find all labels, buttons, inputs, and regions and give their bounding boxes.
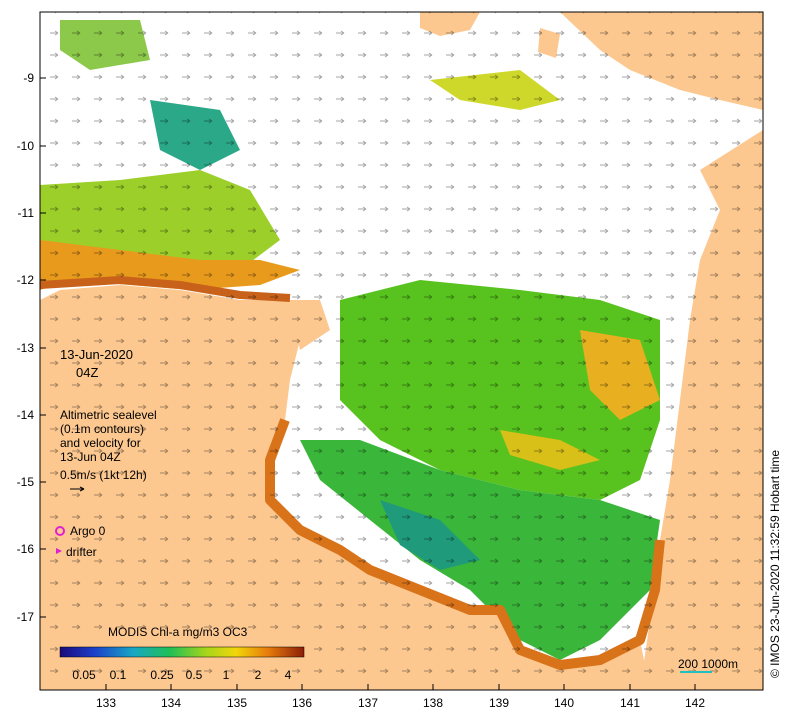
colorbar-tick: 0.05 — [72, 668, 96, 682]
colorbar-tick: 2 — [254, 668, 262, 682]
colorbar-tick: 0.5 — [185, 668, 203, 682]
colorbar-tick: 4 — [284, 668, 292, 682]
argo-label: Argo 0 — [70, 524, 106, 538]
colorbar-tick: 1 — [222, 668, 230, 682]
arrow-scale-icon — [70, 486, 85, 492]
map-time: 04Z — [76, 365, 99, 380]
x-axis-label: 136 — [291, 696, 313, 710]
colorbar-title: MODIS Chl-a mg/m3 OC3 — [108, 625, 248, 639]
arrow-scale-label: 0.5m/s (1kt 12h) — [60, 468, 147, 482]
drifter-marker-icon — [56, 548, 62, 554]
axis-ticks — [40, 77, 696, 690]
explanation-line: and velocity for — [60, 436, 141, 450]
x-axis-label: 141 — [619, 696, 641, 710]
y-axis-label: -11 — [17, 206, 34, 220]
y-axis-label: -17 — [16, 610, 34, 624]
drifter-label: drifter — [66, 545, 97, 559]
y-axis-label: -15 — [16, 475, 34, 489]
credit-text: © IMOS 23-Jun-2020 11:32:59 Hobart time — [768, 449, 782, 678]
x-axis-label: 139 — [488, 696, 510, 710]
scale-bar-label: 200 1000m — [678, 657, 739, 671]
colorbar-tick: 0.25 — [150, 668, 174, 682]
x-axis-label: 142 — [684, 696, 706, 710]
explanation-line: (0.1m contours) — [60, 422, 145, 436]
x-axis-label: 138 — [422, 696, 444, 710]
x-axis-label: 134 — [160, 696, 182, 710]
y-axis-label: -16 — [16, 542, 34, 556]
map-date: 13-Jun-2020 — [60, 347, 133, 362]
x-axis-label: 135 — [226, 696, 248, 710]
argo-marker-icon — [55, 526, 65, 536]
x-axis-label: 137 — [357, 696, 379, 710]
explanation-line: Altimetric sealevel — [60, 408, 157, 422]
y-axis-label: -13 — [16, 341, 34, 355]
colorbar-tick: 0.1 — [109, 668, 127, 682]
y-axis-label: -14 — [16, 408, 34, 422]
colorbar-ticks: 0.05 0.1 0.25 0.5 1 2 4 — [60, 668, 304, 682]
y-axis-label: -9 — [23, 71, 34, 85]
plot-frame — [39, 11, 764, 691]
colorbar — [59, 646, 305, 658]
velocity-arrows — [40, 12, 763, 690]
x-axis-label: 140 — [553, 696, 575, 710]
x-axis-label: 133 — [95, 696, 117, 710]
explanation-line: 13-Jun 04Z — [60, 450, 121, 464]
y-axis-label: -10 — [16, 139, 34, 153]
y-axis-label: -12 — [16, 273, 34, 287]
velocity-explanation: Altimetric sealevel (0.1m contours) and … — [60, 408, 157, 464]
